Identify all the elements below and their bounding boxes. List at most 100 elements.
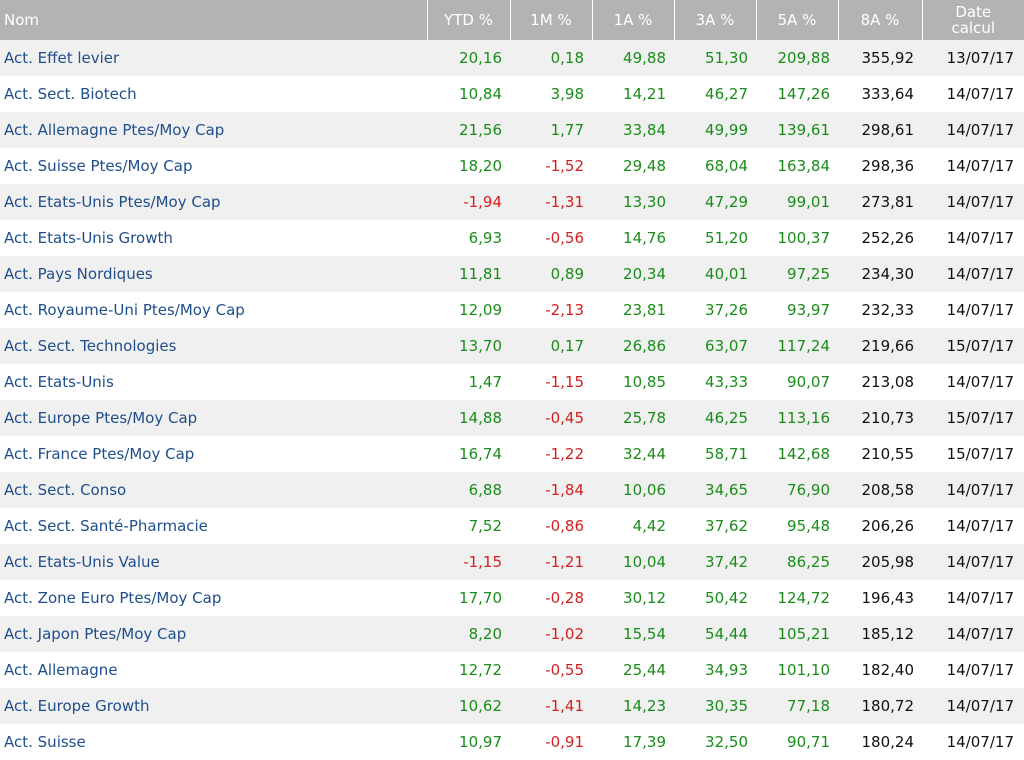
perf-a3-cell: 49,99: [705, 121, 748, 139]
table-row: Act. Europe Growth 10,62 -1,41 14,23 30,35 77…: [0, 688, 1024, 724]
column-header-1a[interactable]: 1A %: [592, 0, 675, 40]
fund-name-link[interactable]: Act. Suisse Ptes/Moy Cap: [4, 157, 193, 175]
column-header-5a[interactable]: 5A %: [756, 0, 839, 40]
perf-8a-cell: 182,40: [861, 661, 915, 679]
fund-name-link[interactable]: Act. Sect. Conso: [4, 481, 127, 499]
perf-ytd-cell: 10,84: [459, 85, 502, 103]
perf-m1-cell: -1,15: [545, 373, 584, 391]
fund-name-link[interactable]: Act. Japon Ptes/Moy Cap: [4, 625, 187, 643]
perf-8a-cell: 180,72: [861, 697, 915, 715]
perf-8a-cell: 213,08: [861, 373, 915, 391]
perf-m1-cell: -1,52: [545, 157, 584, 175]
table-row: Act. Sect. Technologies 13,70 0,17 26,86 63,…: [0, 328, 1024, 364]
perf-8a-cell: 185,12: [861, 625, 915, 643]
perf-8a-cell: 208,58: [861, 481, 915, 499]
perf-m1-cell: 0,89: [550, 265, 584, 283]
perf-a3-cell: 34,93: [705, 661, 748, 679]
table-row: Act. Sect. Conso 6,88 -1,84 10,06 34,65 76,90…: [0, 472, 1024, 508]
perf-a5-cell: 90,71: [787, 733, 830, 751]
perf-a3-cell: 50,42: [705, 589, 748, 607]
perf-ytd-cell: -1,15: [463, 553, 502, 571]
column-header-8a[interactable]: 8A %: [838, 0, 923, 40]
perf-8a-cell: 333,64: [861, 85, 915, 103]
perf-a1-cell: 26,86: [623, 337, 666, 355]
calc-date-cell: 14/07/17: [946, 697, 1014, 715]
perf-ytd-cell: -1,94: [463, 193, 502, 211]
table-row: Act. Europe Ptes/Moy Cap 14,88 -0,45 25,78 4…: [0, 400, 1024, 436]
fund-name-link[interactable]: Act. Zone Euro Ptes/Moy Cap: [4, 589, 222, 607]
fund-name-link[interactable]: Act. Etats-Unis Value: [4, 553, 160, 571]
perf-m1-cell: -0,55: [545, 661, 584, 679]
calc-date-cell: 14/07/17: [946, 517, 1014, 535]
perf-ytd-cell: 16,74: [459, 445, 502, 463]
table-row: Act. France Ptes/Moy Cap 16,74 -1,22 32,44 5…: [0, 436, 1024, 472]
perf-8a-cell: 205,98: [861, 553, 915, 571]
fund-name-link[interactable]: Act. Sect. Biotech: [4, 85, 137, 103]
perf-a1-cell: 49,88: [623, 49, 666, 67]
perf-a1-cell: 13,30: [623, 193, 666, 211]
calc-date-cell: 15/07/17: [946, 445, 1014, 463]
perf-a1-cell: 14,76: [623, 229, 666, 247]
fund-name-link[interactable]: Act. Sect. Santé-Pharmacie: [4, 517, 208, 535]
perf-8a-cell: 298,36: [861, 157, 915, 175]
fund-name-link[interactable]: Act. Etats-Unis: [4, 373, 114, 391]
fund-name-link[interactable]: Act. France Ptes/Moy Cap: [4, 445, 195, 463]
perf-a5-cell: 124,72: [777, 589, 831, 607]
perf-8a-cell: 196,43: [861, 589, 915, 607]
table-row: Act. Pays Nordiques 11,81 0,89 20,34 40,01 97…: [0, 256, 1024, 292]
table-row: Act. Zone Euro Ptes/Moy Cap 17,70 -0,28 30,…: [0, 580, 1024, 616]
perf-a5-cell: 101,10: [777, 661, 831, 679]
table-row: Act. Etats-Unis Growth 6,93 -0,56 14,76 51,2…: [0, 220, 1024, 256]
table-row: Act. Etats-Unis Ptes/Moy Cap -1,94 -1,31 13…: [0, 184, 1024, 220]
perf-a1-cell: 25,44: [623, 661, 666, 679]
perf-ytd-cell: 10,97: [459, 733, 502, 751]
perf-a5-cell: 86,25: [787, 553, 830, 571]
perf-a1-cell: 15,54: [623, 625, 666, 643]
fund-name-link[interactable]: Act. Sect. Technologies: [4, 337, 177, 355]
column-header-date[interactable]: Date calcul: [922, 0, 1024, 40]
perf-ytd-cell: 12,09: [459, 301, 502, 319]
perf-ytd-cell: 6,88: [468, 481, 502, 499]
fund-name-link[interactable]: Act. Allemagne Ptes/Moy Cap: [4, 121, 225, 139]
perf-a3-cell: 54,44: [705, 625, 748, 643]
fund-name-link[interactable]: Act. Etats-Unis Ptes/Moy Cap: [4, 193, 221, 211]
perf-m1-cell: -1,31: [545, 193, 584, 211]
perf-m1-cell: -1,41: [545, 697, 584, 715]
perf-a3-cell: 37,62: [705, 517, 748, 535]
column-header-name[interactable]: Nom: [0, 0, 428, 40]
perf-ytd-cell: 12,72: [459, 661, 502, 679]
perf-m1-cell: 0,17: [550, 337, 584, 355]
calc-date-cell: 14/07/17: [946, 121, 1014, 139]
calc-date-cell: 13/07/17: [946, 49, 1014, 67]
perf-8a-cell: 298,61: [861, 121, 915, 139]
table-row: Act. Allemagne Ptes/Moy Cap 21,56 1,77 33,8…: [0, 112, 1024, 148]
perf-a5-cell: 163,84: [777, 157, 831, 175]
fund-name-link[interactable]: Act. Europe Growth: [4, 697, 150, 715]
fund-name-link[interactable]: Act. Allemagne: [4, 661, 118, 679]
perf-a5-cell: 93,97: [787, 301, 830, 319]
perf-a3-cell: 46,27: [705, 85, 748, 103]
fund-name-link[interactable]: Act. Etats-Unis Growth: [4, 229, 173, 247]
perf-a5-cell: 97,25: [787, 265, 830, 283]
fund-name-link[interactable]: Act. Royaume-Uni Ptes/Moy Cap: [4, 301, 245, 319]
column-header-3a[interactable]: 3A %: [674, 0, 757, 40]
column-header-1m[interactable]: 1M %: [510, 0, 593, 40]
perf-a3-cell: 68,04: [705, 157, 748, 175]
column-header-ytd[interactable]: YTD %: [427, 0, 511, 40]
fund-name-link[interactable]: Act. Effet levier: [4, 49, 120, 67]
calc-date-cell: 14/07/17: [946, 373, 1014, 391]
perf-8a-cell: 210,55: [861, 445, 915, 463]
perf-a5-cell: 113,16: [777, 409, 831, 427]
perf-a1-cell: 25,78: [623, 409, 666, 427]
calc-date-cell: 14/07/17: [946, 589, 1014, 607]
fund-name-link[interactable]: Act. Suisse: [4, 733, 86, 751]
fund-name-link[interactable]: Act. Pays Nordiques: [4, 265, 153, 283]
perf-ytd-cell: 6,93: [468, 229, 502, 247]
fund-name-link[interactable]: Act. Europe Ptes/Moy Cap: [4, 409, 198, 427]
perf-m1-cell: -0,91: [545, 733, 584, 751]
perf-a1-cell: 30,12: [623, 589, 666, 607]
calc-date-cell: 14/07/17: [946, 265, 1014, 283]
perf-m1-cell: -0,45: [545, 409, 584, 427]
perf-a3-cell: 30,35: [705, 697, 748, 715]
